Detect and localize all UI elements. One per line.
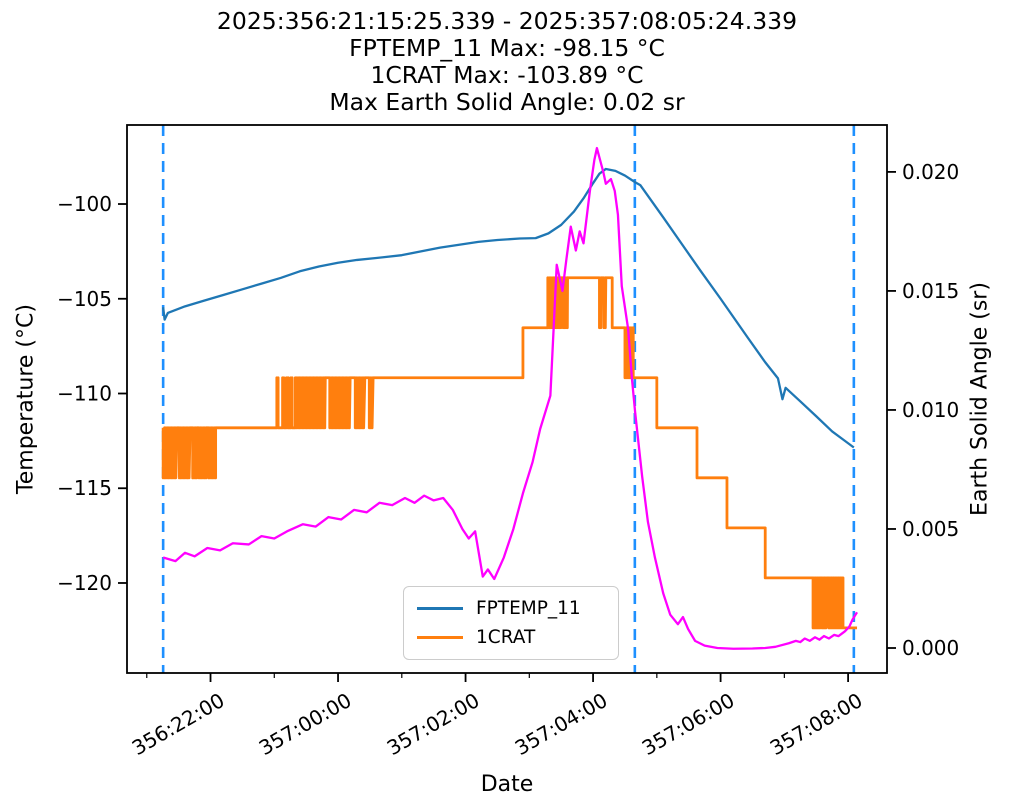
legend-label-1crat: 1CRAT: [476, 626, 536, 648]
legend-label-fptemp: FPTEMP_11: [476, 598, 581, 620]
title-line-max-solid-angle: Max Earth Solid Angle: 0.02 sr: [329, 88, 685, 116]
x-axis-label-date: Date: [480, 772, 534, 797]
y-right-tick-label: 0.015: [902, 279, 959, 303]
legend-item-fptemp: FPTEMP_11: [417, 598, 618, 619]
y-right-tick-label: 0.000: [902, 636, 959, 660]
chart-title: 2025:356:21:15:25.339 - 2025:357:08:05:2…: [127, 8, 887, 116]
legend-line-sample-1crat: [417, 635, 463, 639]
y-right-tick-label: 0.020: [902, 160, 959, 184]
y-left-tick-label: −115: [57, 476, 112, 500]
legend-line-sample-fptemp: [417, 607, 463, 611]
y-axis-label-solid-angle: Earth Solid Angle (sr): [967, 282, 993, 516]
series-solid-angle-line: [162, 146, 859, 650]
y-left-tick-label: −105: [57, 287, 112, 311]
plot-area: [161, 125, 859, 673]
series-1crat-line: [161, 276, 858, 630]
y-axis-label-temperature: Temperature (°C): [13, 304, 39, 494]
y-left-tick-label: −110: [57, 382, 112, 406]
legend-item-1crat: 1CRAT: [417, 627, 618, 648]
axes: −100 −105 −110 −115 −120 0.000 0.005 0.010 0.015…: [57, 124, 959, 682]
series-fptemp11-line: [162, 167, 855, 449]
title-line-time-range: 2025:356:21:15:25.339 - 2025:357:08:05:2…: [216, 7, 798, 35]
legend: FPTEMP_11 1CRAT: [403, 586, 619, 660]
y-left-tick-label: −100: [57, 192, 112, 216]
y-right-tick-label: 0.005: [902, 517, 959, 541]
y-right-tick-label: 0.010: [902, 398, 959, 422]
title-line-fptemp-max: FPTEMP_11 Max: -98.15 °C: [349, 34, 665, 62]
title-line-1crat-max: 1CRAT Max: -103.89 °C: [370, 61, 644, 89]
plot-border: [126, 124, 888, 674]
y-left-tick-label: −120: [57, 571, 112, 595]
